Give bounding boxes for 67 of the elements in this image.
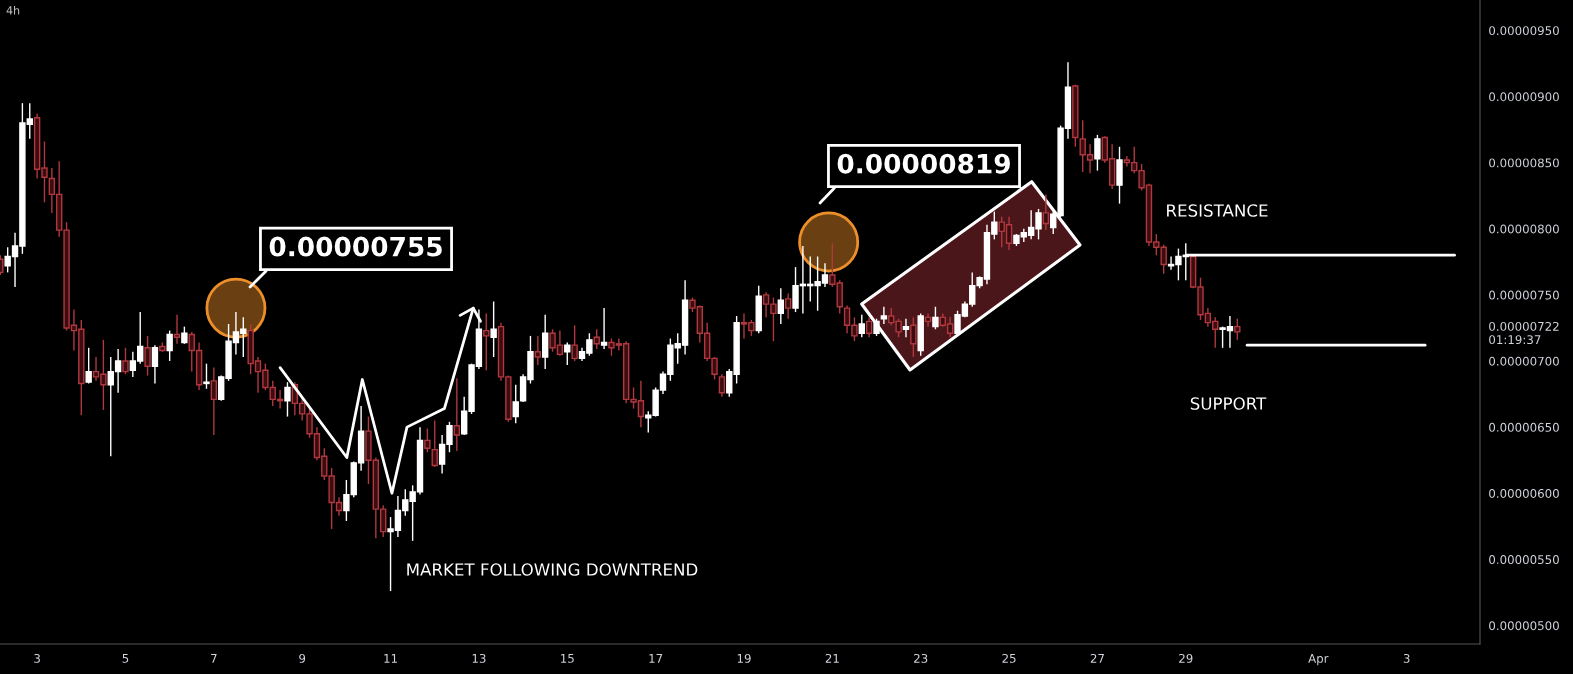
candlestick bbox=[453, 377, 461, 452]
x-tick-label: 15 bbox=[561, 654, 574, 663]
annotation: 0.00000819 bbox=[837, 153, 1010, 174]
candlestick bbox=[858, 314, 865, 338]
y-tick-label: 0.00000550 bbox=[1489, 555, 1559, 565]
chart-title: 4h bbox=[6, 6, 20, 15]
x-tick-label: Apr bbox=[1308, 654, 1329, 666]
candlestick bbox=[1234, 317, 1241, 341]
candlestick bbox=[600, 307, 608, 350]
x-tick-label: 17 bbox=[649, 654, 663, 663]
annotation: SUPPORT bbox=[1190, 397, 1267, 410]
candlestick bbox=[910, 316, 917, 358]
x-tick-label: 27 bbox=[1090, 653, 1104, 663]
annotation: RESISTANCE bbox=[1167, 204, 1268, 217]
candlestick bbox=[210, 366, 218, 436]
candlestick bbox=[144, 335, 151, 377]
x-tick-label: 21 bbox=[825, 653, 839, 663]
candlestick bbox=[777, 287, 785, 325]
candlestick bbox=[203, 362, 210, 390]
x-tick-label: 11 bbox=[384, 654, 397, 663]
x-tick-label: 13 bbox=[472, 653, 486, 663]
candlestick bbox=[932, 306, 939, 330]
candlestick bbox=[173, 314, 181, 345]
candlestick bbox=[151, 344, 159, 385]
candlestick bbox=[483, 312, 490, 371]
x-tick-label: 5 bbox=[122, 654, 129, 663]
x-tick-label: 23 bbox=[914, 653, 928, 663]
candlestick bbox=[541, 314, 549, 370]
candlestick bbox=[593, 328, 600, 350]
x-tick-label: 3 bbox=[1403, 653, 1410, 663]
candlestick bbox=[564, 341, 571, 366]
candlestick bbox=[85, 347, 92, 385]
candlestick bbox=[571, 324, 578, 362]
y-tick-label: 0.00000722 01:19:37 bbox=[1489, 321, 1559, 345]
y-tick-label: 0.00000850 bbox=[1489, 158, 1559, 168]
candlestick bbox=[784, 292, 792, 320]
x-tick-label: 9 bbox=[299, 653, 306, 663]
candlestick bbox=[512, 384, 519, 424]
candlestick bbox=[534, 335, 542, 366]
x-tick-label: 29 bbox=[1179, 653, 1193, 663]
candlestick bbox=[1094, 134, 1101, 172]
x-tick-label: 7 bbox=[211, 654, 217, 663]
candlestick bbox=[284, 381, 291, 418]
x-tick-label: 19 bbox=[737, 653, 751, 663]
x-tick-label: 3 bbox=[34, 653, 40, 663]
annotation: MARKET FOLLOWING DOWNTREND bbox=[407, 563, 698, 576]
y-tick-label: 0.00000800 bbox=[1489, 224, 1559, 234]
annotation: 0.00000755 bbox=[269, 236, 442, 257]
candlestick bbox=[431, 419, 438, 468]
y-tick-label: 0.00000950 bbox=[1489, 26, 1559, 36]
y-tick-label: 0.00000500 bbox=[1489, 621, 1559, 631]
candlestick bbox=[424, 427, 431, 453]
y-tick-label: 0.00000750 bbox=[1489, 290, 1559, 300]
y-tick-label: 0.00000600 bbox=[1489, 488, 1559, 498]
y-tick-label: 0.00000650 bbox=[1489, 422, 1559, 432]
candlestick bbox=[718, 373, 726, 398]
y-tick-label: 0.00000700 bbox=[1489, 356, 1559, 366]
y-tick-label: 0.00000900 bbox=[1489, 92, 1559, 102]
candlestick bbox=[880, 306, 888, 325]
candlestick bbox=[122, 347, 129, 375]
candlestick bbox=[865, 316, 873, 338]
candlestick bbox=[924, 312, 932, 328]
candlestick bbox=[1042, 193, 1050, 231]
x-tick-label: 25 bbox=[1002, 653, 1016, 663]
candlestick bbox=[166, 329, 173, 362]
candlestick bbox=[490, 300, 497, 358]
candlestick bbox=[902, 317, 910, 338]
